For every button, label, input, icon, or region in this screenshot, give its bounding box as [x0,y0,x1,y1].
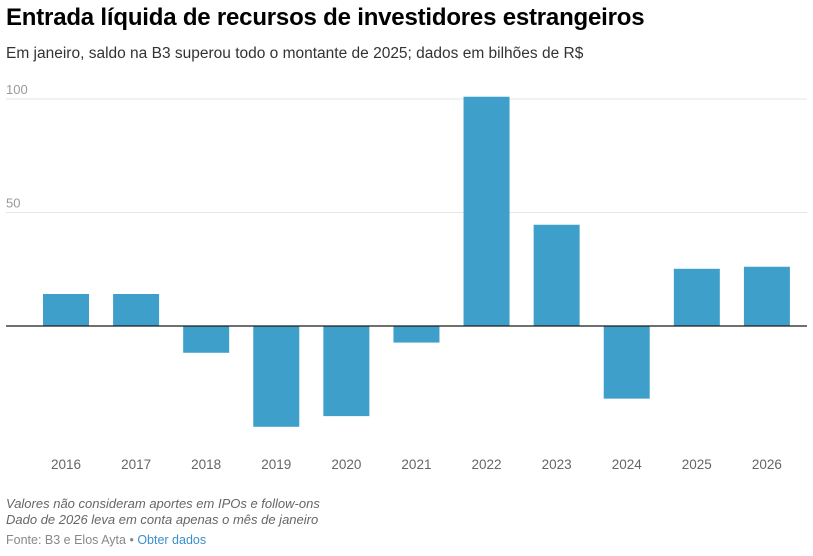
source-line: Fonte: B3 e Elos Ayta • Obter dados [6,533,206,547]
y-tick-label: 50 [6,196,20,211]
source-label: Fonte: B3 e Elos Ayta [6,533,126,547]
x-tick-label: 2019 [261,457,291,472]
bar-2022[interactable] [463,96,510,326]
bars [43,96,790,427]
bar-2026[interactable] [743,266,790,326]
bar-2019[interactable] [253,326,300,427]
bar-2021[interactable] [393,326,440,343]
x-tick-label: 2020 [331,457,361,472]
x-tick-label: 2026 [752,457,782,472]
x-tick-label: 2021 [401,457,431,472]
y-tick-label: 100 [6,82,28,97]
note-line: Dado de 2026 leva em conta apenas o mês … [6,512,319,527]
note-line: Valores não consideram aportes em IPOs e… [6,496,320,511]
bar-2018[interactable] [183,326,230,353]
bar-2020[interactable] [323,326,370,417]
x-tick-label: 2025 [682,457,712,472]
x-tick-label: 2023 [542,457,572,472]
chart-notes: Valores não consideram aportes em IPOs e… [6,496,320,528]
gridlines: 50 100 [6,82,807,213]
bar-2024[interactable] [603,326,650,399]
bar-2017[interactable] [113,293,160,326]
x-axis: 2016 2017 2018 2019 2020 2021 2022 2023 2024 2025… [6,325,807,472]
chart-subtitle: Em janeiro, saldo na B3 superou todo o m… [6,45,584,62]
separator-dot: • [125,533,138,547]
bar-2023[interactable] [533,224,580,326]
x-tick-label: 2022 [472,457,502,472]
bar-2025[interactable] [673,268,720,326]
bar-2016[interactable] [43,293,89,326]
x-tick-label: 2017 [121,457,151,472]
chart-title: Entrada líquida de recursos de investido… [6,4,645,31]
get-data-link[interactable]: Obter dados [137,533,207,547]
x-tick-label: 2018 [191,457,221,472]
x-tick-label: 2016 [51,457,81,472]
x-tick-label: 2024 [612,457,643,472]
